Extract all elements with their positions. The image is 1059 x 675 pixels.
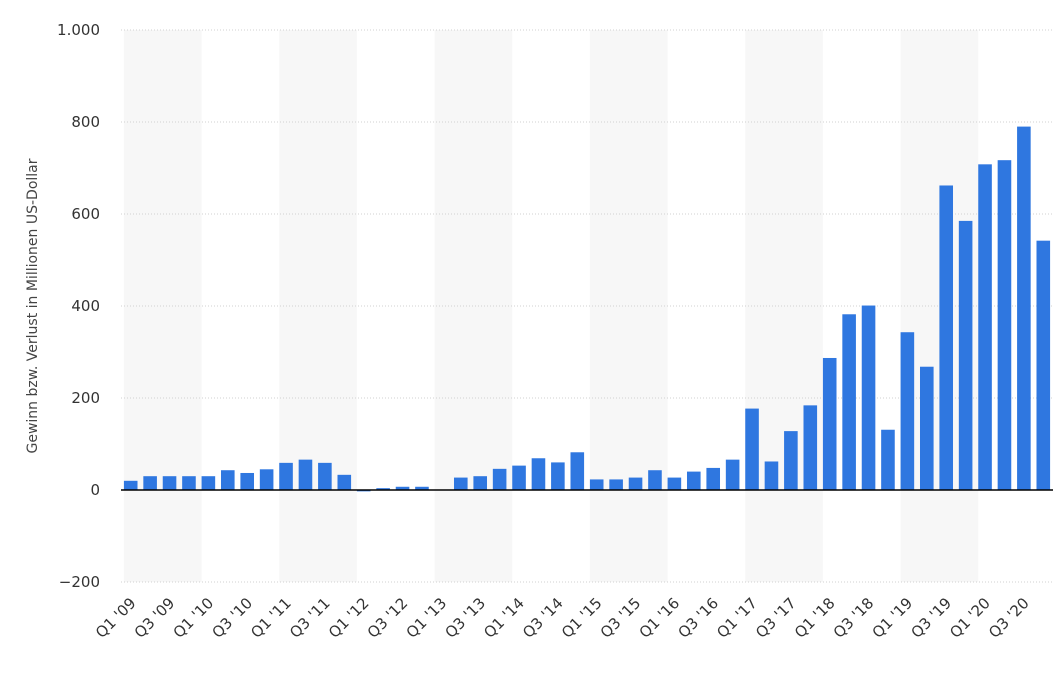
bar <box>318 462 332 490</box>
bar <box>589 479 604 490</box>
x-tick-label: Q1 '13 <box>403 594 451 642</box>
x-tick-label: Q3 '20 <box>985 594 1033 642</box>
bar <box>609 479 623 490</box>
year-band <box>279 30 357 582</box>
bar <box>803 405 818 490</box>
x-tick-label: Q3 '16 <box>674 594 722 642</box>
x-tick-label: Q1 '09 <box>92 594 140 642</box>
x-tick-label: Q3 '12 <box>364 594 412 642</box>
x-tick-label: Q3 '13 <box>441 594 489 642</box>
bar <box>958 220 973 490</box>
y-axis-ticks: −200 0 200 400 600 800 1.000 <box>57 21 100 591</box>
x-tick-label: Q3 '14 <box>519 594 567 642</box>
y-axis-label: Gewinn bzw. Verlust in Millionen US-Doll… <box>25 158 41 453</box>
bar <box>648 470 662 490</box>
bar <box>453 477 468 490</box>
x-tick-label: Q1 '16 <box>636 594 684 642</box>
x-tick-label: Q1 '12 <box>325 594 373 642</box>
bar <box>842 314 856 490</box>
x-tick-label: Q3 '10 <box>208 594 256 642</box>
year-band <box>123 30 202 582</box>
bar <box>667 477 682 490</box>
bar <box>764 461 779 490</box>
x-tick-label: Q1 '20 <box>946 594 994 642</box>
bar <box>725 459 740 490</box>
gridlines <box>121 29 1053 583</box>
x-tick-label: Q3 '15 <box>597 594 645 642</box>
y-tick-label: 0 <box>90 481 100 499</box>
bar <box>822 357 837 490</box>
bar <box>900 332 915 490</box>
bar <box>143 476 157 490</box>
bar <box>512 465 526 490</box>
y-tick-label: 1.000 <box>57 21 100 39</box>
y-tick-label: 600 <box>71 205 100 223</box>
bar <box>492 468 507 490</box>
y-tick-label: 400 <box>71 297 100 315</box>
y-tick-label: −200 <box>59 573 100 591</box>
bar <box>240 472 255 490</box>
bar <box>861 305 876 490</box>
bar <box>939 185 954 491</box>
x-tick-label: Q1 '14 <box>480 594 528 642</box>
bar <box>531 458 546 490</box>
x-tick-label: Q1 '18 <box>791 594 839 642</box>
bar <box>784 431 798 490</box>
x-tick-label: Q3 '11 <box>286 594 334 642</box>
bar <box>919 366 934 490</box>
y-tick-label: 800 <box>71 113 100 131</box>
x-tick-label: Q1 '17 <box>713 594 761 642</box>
x-tick-label: Q3 '09 <box>131 594 179 642</box>
bar <box>1017 126 1031 490</box>
bar <box>978 164 992 490</box>
bar <box>628 477 643 490</box>
bar <box>162 476 177 490</box>
bar <box>220 470 235 490</box>
bar <box>551 462 565 490</box>
bar <box>1036 240 1051 490</box>
bar <box>686 471 701 490</box>
bars <box>123 126 1051 492</box>
bar <box>706 467 721 490</box>
x-tick-label: Q1 '11 <box>247 594 295 642</box>
bar <box>745 408 759 490</box>
bar <box>376 488 390 490</box>
x-tick-label: Q3 '17 <box>752 594 800 642</box>
bar <box>337 474 352 490</box>
bar <box>395 486 410 490</box>
bar <box>259 469 274 490</box>
bar <box>201 476 216 490</box>
x-tick-label: Q1 '10 <box>170 594 218 642</box>
bar <box>881 429 895 490</box>
bar <box>473 476 488 490</box>
bar <box>123 480 138 490</box>
bar <box>415 486 429 490</box>
y-tick-label: 200 <box>71 389 100 407</box>
bar <box>279 462 293 490</box>
bar <box>570 452 585 490</box>
bar <box>997 160 1012 490</box>
x-tick-label: Q1 '15 <box>558 594 606 642</box>
x-tick-label: Q3 '19 <box>907 594 955 642</box>
x-tick-label: Q3 '18 <box>830 594 878 642</box>
bar <box>298 459 313 490</box>
year-band <box>434 30 513 582</box>
x-tick-label: Q1 '19 <box>869 594 917 642</box>
bar <box>182 476 196 490</box>
